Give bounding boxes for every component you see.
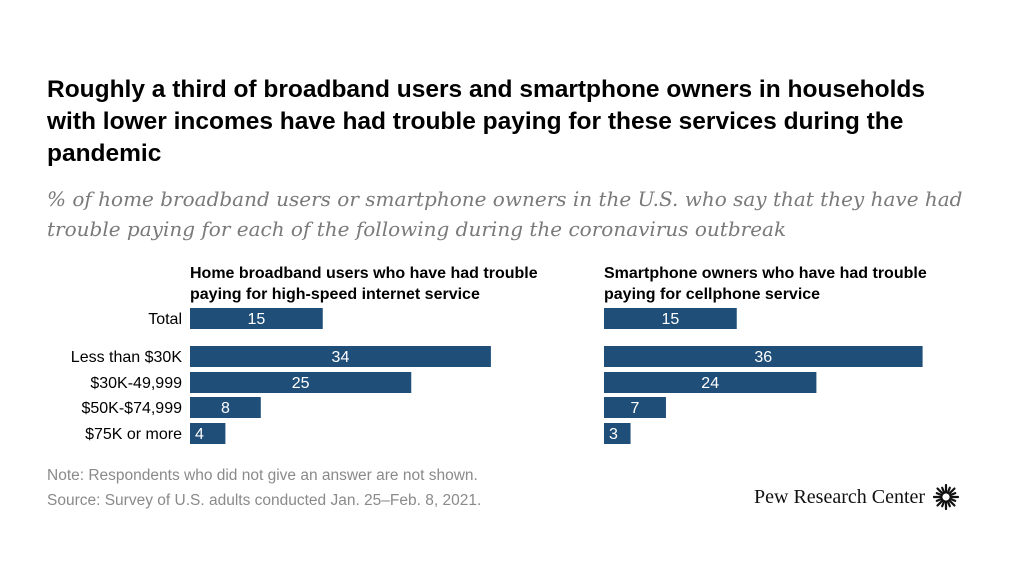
category-label: Less than $30K <box>71 349 183 366</box>
bar <box>604 308 737 329</box>
chart-subtitle: % of home broadband users or smartphone … <box>47 187 963 241</box>
bar <box>190 423 226 444</box>
sunburst-ray <box>936 499 944 507</box>
bar <box>604 423 631 444</box>
pew-logo: Pew Research Center <box>754 484 960 510</box>
sunburst-ray <box>936 487 944 495</box>
sunburst-ray <box>948 499 956 507</box>
sunburst-ray <box>948 487 956 495</box>
data-label: 7 <box>631 400 640 417</box>
data-label: 3 <box>609 426 618 443</box>
data-label: 34 <box>332 349 350 366</box>
sunburst-ray <box>935 492 943 497</box>
data-label: 24 <box>701 375 719 392</box>
bar <box>190 346 491 367</box>
footer-note: Note: Respondents who did not give an an… <box>47 467 478 484</box>
footer: Note: Respondents who did not give an an… <box>47 463 697 513</box>
bar <box>190 308 323 329</box>
data-label: 15 <box>661 311 679 328</box>
category-label: Total <box>148 311 182 328</box>
data-label: 25 <box>292 375 310 392</box>
sunburst-ray <box>949 497 957 502</box>
data-label: 8 <box>221 400 230 417</box>
panel-title-smartphone: Smartphone owners who have had trouble p… <box>604 265 927 303</box>
sunburst-ray <box>946 486 951 494</box>
bar <box>604 346 923 367</box>
data-label: 4 <box>195 426 204 443</box>
sunburst-ray <box>946 500 951 508</box>
category-label: $30K-49,999 <box>90 375 182 392</box>
chart-title: Roughly a third of broadband users and s… <box>47 76 925 167</box>
bar <box>604 397 666 418</box>
footer-source: Source: Survey of U.S. adults conducted … <box>47 492 482 509</box>
sunburst-ray <box>935 497 943 502</box>
bar <box>604 372 817 393</box>
bar <box>190 397 261 418</box>
category-label: $75K or more <box>85 426 182 443</box>
data-label: 36 <box>754 349 772 366</box>
pew-sunburst-icon <box>933 484 960 510</box>
panel-title-broadband: Home broadband users who have had troubl… <box>190 265 538 303</box>
bar <box>190 372 412 393</box>
sunburst-ray <box>949 492 957 497</box>
data-label: 15 <box>247 311 265 328</box>
sunburst-ray <box>941 500 946 508</box>
logo-text: Pew Research Center <box>754 485 926 508</box>
category-label: $50K-$74,999 <box>81 400 182 417</box>
sunburst-ray <box>941 486 946 494</box>
